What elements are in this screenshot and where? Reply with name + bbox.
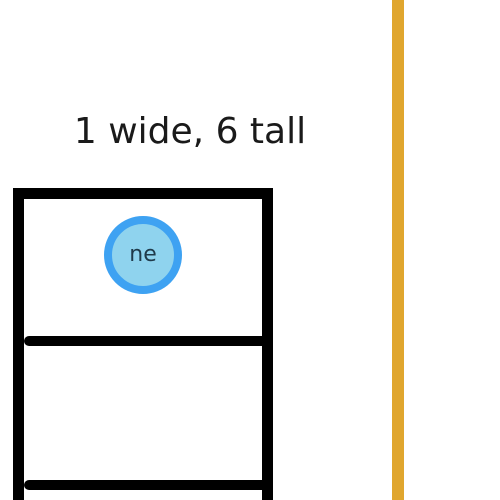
cell-divider bbox=[24, 480, 273, 490]
token-label: ne bbox=[129, 242, 157, 267]
cell-divider bbox=[24, 336, 273, 346]
vertical-divider-line bbox=[392, 0, 404, 500]
grid-size-caption: 1 wide, 6 tall bbox=[73, 111, 307, 152]
grid-column bbox=[13, 188, 273, 500]
ne-token[interactable]: ne bbox=[104, 216, 182, 294]
